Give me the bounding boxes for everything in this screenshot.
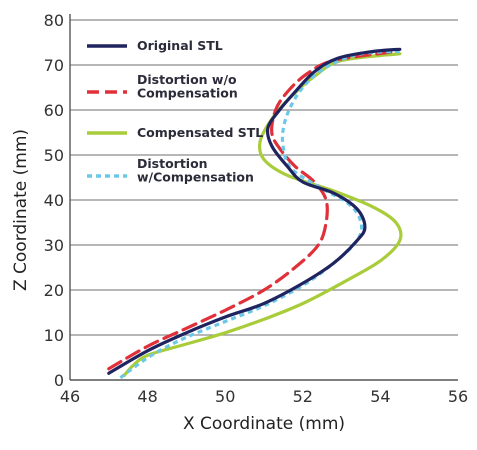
series-line [119,49,400,380]
series-line [107,49,398,371]
legend-label: Distortion w/Compensation [137,156,254,185]
x-tick-label: 56 [448,387,468,406]
legend-label: Compensated STL [137,125,263,140]
y-tick-label: 20 [44,281,64,300]
axes [69,14,458,381]
series-line [107,47,402,375]
series-lines [107,47,403,380]
y-tick-label: 50 [44,146,64,165]
x-tick-label: 52 [293,387,313,406]
y-tick-label: 60 [44,101,64,120]
x-tick-label: 50 [215,387,235,406]
y-tick-label: 40 [44,191,64,210]
x-tick-label: 54 [370,387,390,406]
legend-label: Distortion w/o Compensation [137,72,238,101]
grid-lines [70,19,458,336]
y-tick-label: 30 [44,236,64,255]
x-tick-label: 46 [60,387,80,406]
y-tick-label: 10 [44,326,64,345]
tick-labels: 0 10 20 30 40 50 60 70 80 46 48 50 52 54 56 [44,11,469,406]
series-line [122,52,403,378]
x-axis-label: X Coordinate (mm) [183,414,345,434]
legend: Original STL Distortion w/o Compensation Co… [87,38,263,185]
y-tick-label: 0 [54,371,64,390]
x-tick-label: 48 [137,387,157,406]
y-tick-label: 80 [44,11,64,30]
y-tick-label: 70 [44,56,64,75]
legend-label: Original STL [137,38,223,53]
y-axis-label: Z Coordinate (mm) [11,129,31,291]
